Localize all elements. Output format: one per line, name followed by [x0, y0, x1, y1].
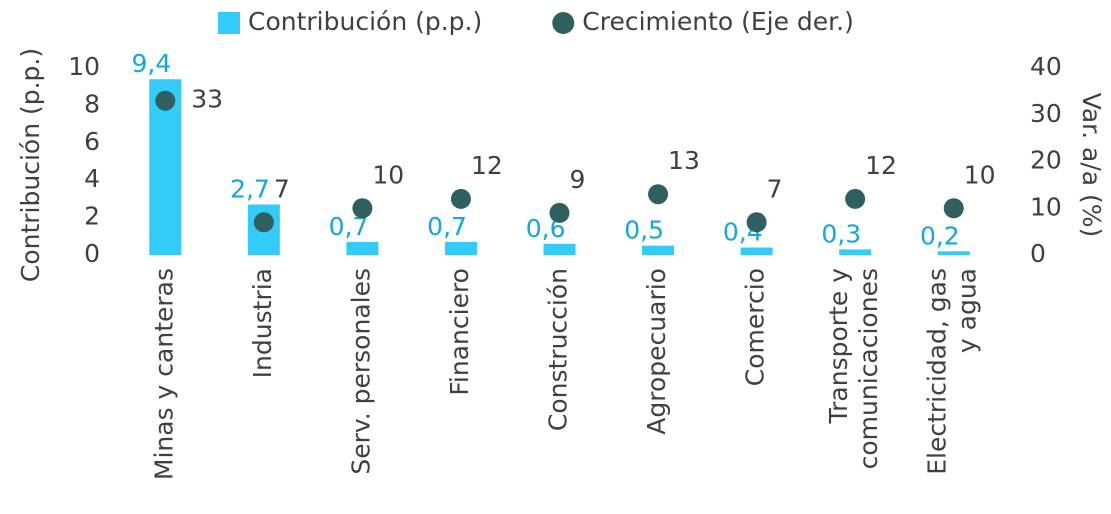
y2-tick-label: 30 — [1030, 99, 1062, 128]
bar-value-label: 0,2 — [920, 221, 960, 250]
y-tick-label: 6 — [84, 127, 100, 156]
dot-value-label: 9 — [570, 165, 586, 194]
dot-value-label: 33 — [191, 85, 223, 114]
dot-value-label: 7 — [767, 174, 783, 203]
y2-tick-label: 20 — [1030, 146, 1062, 175]
dot-value-label: 12 — [471, 151, 503, 180]
bar-value-label: 9,4 — [132, 49, 172, 78]
dot — [648, 184, 669, 205]
x-tick-label: Electricidad, gasy agua — [923, 268, 982, 475]
dot-value-label: 10 — [372, 160, 404, 189]
y-tick-label: 8 — [84, 89, 100, 118]
x-tick-label: Financiero — [445, 268, 474, 396]
y-tick-label: 4 — [84, 164, 100, 193]
dot-value-label: 10 — [964, 160, 996, 189]
bar — [444, 241, 477, 255]
y-tick-label: 0 — [84, 239, 100, 268]
bar-value-label: 2,7 — [230, 175, 270, 204]
dot — [352, 198, 373, 219]
y-tick-label: 10 — [68, 52, 100, 81]
y2-tick-label: 0 — [1030, 239, 1046, 268]
bar — [543, 243, 576, 255]
bar — [642, 245, 675, 255]
dot-value-label: 13 — [668, 146, 700, 175]
bar-value-label: 0,3 — [821, 219, 861, 248]
y2-tick-label: 10 — [1030, 192, 1062, 221]
bar — [839, 249, 872, 255]
dot — [253, 212, 274, 233]
x-tick-label: Minas y canteras — [149, 268, 178, 480]
y2-axis-label: Var. a/a (%) — [1077, 93, 1106, 238]
y2-tick-label: 40 — [1030, 52, 1062, 81]
bar — [740, 247, 773, 255]
bar — [937, 251, 970, 255]
y-tick-label: 2 — [84, 202, 100, 231]
dot — [943, 198, 964, 219]
legend-label: Crecimiento (Eje der.) — [582, 7, 854, 36]
x-tick-label: Comercio — [741, 268, 770, 386]
bar — [346, 241, 379, 255]
legend-label: Contribución (p.p.) — [248, 7, 482, 36]
dot-value-label: 12 — [865, 151, 897, 180]
dot-value-label: 7 — [274, 174, 290, 203]
legend-swatch — [552, 12, 575, 34]
legend-swatch — [218, 12, 240, 34]
dot — [845, 188, 866, 209]
x-tick-label: Serv. personales — [346, 268, 375, 475]
x-tick-label: Industria — [248, 268, 277, 378]
y-axis-label: Contribución (p.p.) — [16, 48, 45, 282]
x-tick-label: Agropecuario — [642, 268, 671, 435]
x-tick-label: Construcción — [544, 268, 573, 431]
x-tick-label: Transporte ycomunicaciones — [824, 268, 883, 470]
bar-value-label: 0,7 — [427, 212, 467, 241]
dot — [450, 188, 471, 209]
dot — [549, 202, 570, 223]
dot — [746, 212, 767, 233]
dot — [155, 90, 176, 111]
bar-value-label: 0,5 — [624, 216, 664, 245]
